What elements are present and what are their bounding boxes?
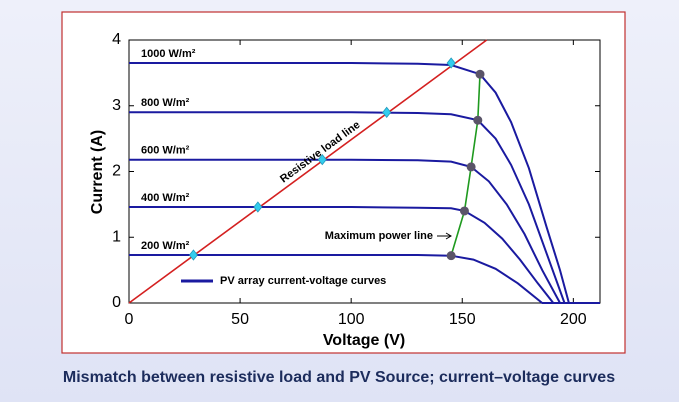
iv-curve <box>129 158 600 304</box>
x-tick-label: 0 <box>125 311 134 328</box>
caption: Mismatch between resistive load and PV S… <box>63 369 615 386</box>
max-power-point <box>466 162 476 172</box>
iv-curve <box>129 111 600 304</box>
operating-point <box>382 106 392 118</box>
mpp-arrow <box>437 232 452 240</box>
iv-curve <box>129 206 600 304</box>
y-tick-label: 0 <box>112 294 121 311</box>
x-tick-label: 100 <box>338 311 365 328</box>
operating-point <box>446 57 456 69</box>
operating-point <box>188 249 198 261</box>
max-power-point <box>473 115 483 125</box>
y-tick-label: 4 <box>112 31 121 48</box>
max-power-point <box>446 251 456 261</box>
curve-label: 1000 W/m² <box>141 48 196 60</box>
load-line <box>128 39 488 304</box>
x-axis-label: Voltage (V) <box>323 332 405 349</box>
y-tick-label: 1 <box>112 228 121 245</box>
curve-label: 600 W/m² <box>141 145 190 157</box>
iv-curve <box>129 254 600 304</box>
y-tick-label: 3 <box>112 97 121 114</box>
curve-label: 400 W/m² <box>141 192 190 204</box>
y-axis-label: Current (A) <box>89 130 106 214</box>
x-tick-label: 150 <box>449 311 476 328</box>
mpp-line-label: Maximum power line <box>325 230 433 242</box>
legend-label: PV array current-voltage curves <box>220 275 386 287</box>
x-tick-label: 50 <box>231 311 249 328</box>
x-tick-label: 200 <box>560 311 587 328</box>
plot-area <box>128 39 601 304</box>
max-power-point <box>459 206 469 216</box>
operating-point <box>253 201 263 213</box>
y-tick-label: 2 <box>112 163 121 180</box>
max-power-point <box>475 69 485 79</box>
operating-point <box>317 154 327 166</box>
iv-curve <box>129 62 600 304</box>
curve-label: 200 W/m² <box>141 240 190 252</box>
curve-label: 800 W/m² <box>141 97 190 109</box>
